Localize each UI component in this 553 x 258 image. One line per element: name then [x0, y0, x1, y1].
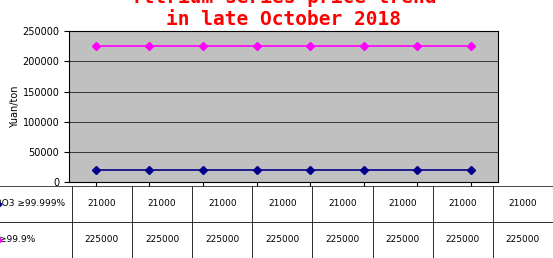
Y ≥99.9%: [307, 45, 314, 48]
Y ≥99.9%: [468, 45, 474, 48]
Y ≥99.9%: [146, 45, 153, 48]
Line: Y ≥99.9%: Y ≥99.9%: [93, 43, 474, 49]
Y2O3 ≥99.999%: [253, 168, 260, 171]
Line: Y2O3 ≥99.999%: Y2O3 ≥99.999%: [93, 167, 474, 172]
Title: Yttrium series price trend
in late October 2018: Yttrium series price trend in late Octob…: [131, 0, 436, 29]
Y2O3 ≥99.999%: [146, 168, 153, 171]
Y ≥99.9%: [361, 45, 367, 48]
Y2O3 ≥99.999%: [414, 168, 421, 171]
Y2O3 ≥99.999%: [200, 168, 206, 171]
Y-axis label: Yuan/ton: Yuan/ton: [9, 85, 19, 128]
Y2O3 ≥99.999%: [468, 168, 474, 171]
Text: Date: Date: [502, 205, 525, 215]
Y2O3 ≥99.999%: [92, 168, 99, 171]
Y ≥99.9%: [253, 45, 260, 48]
Y2O3 ≥99.999%: [307, 168, 314, 171]
Y2O3 ≥99.999%: [361, 168, 367, 171]
Y ≥99.9%: [200, 45, 206, 48]
Y ≥99.9%: [92, 45, 99, 48]
Y ≥99.9%: [414, 45, 421, 48]
